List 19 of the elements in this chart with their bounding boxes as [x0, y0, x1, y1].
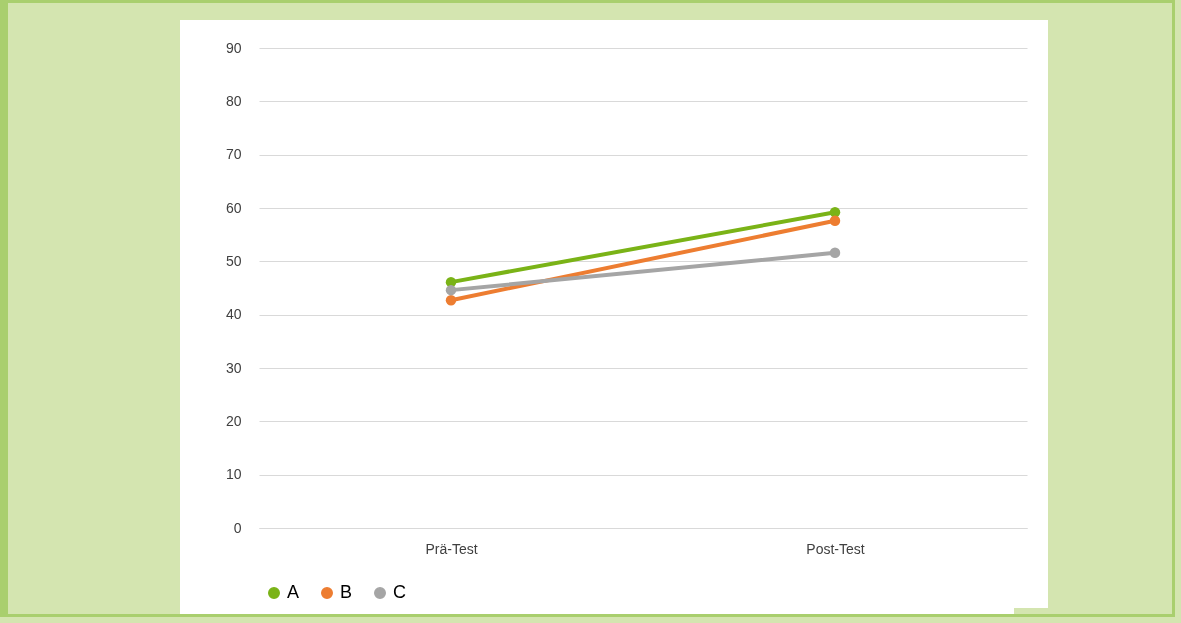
- x-tick-label: Prä-Test: [425, 540, 478, 557]
- legend-label: A: [287, 582, 300, 602]
- y-tick-label: 50: [225, 252, 242, 269]
- y-tick-label: 20: [225, 412, 242, 429]
- y-tick-label: 10: [225, 466, 242, 483]
- point: [829, 215, 841, 227]
- point: [829, 247, 841, 259]
- y-tick-label: 70: [225, 146, 242, 163]
- y-tick-label: 0: [233, 519, 242, 536]
- legend-label: C: [393, 582, 406, 602]
- y-tick-label: 80: [225, 92, 242, 109]
- x-tick-label: Post-Test: [806, 540, 865, 557]
- y-tick-label: 60: [225, 199, 242, 216]
- legend-label: B: [340, 582, 353, 602]
- point: [445, 284, 457, 296]
- y-tick-label: 40: [225, 306, 242, 323]
- point: [445, 295, 457, 306]
- y-tick-label: 90: [225, 39, 242, 56]
- y-tick-label: 30: [225, 359, 242, 376]
